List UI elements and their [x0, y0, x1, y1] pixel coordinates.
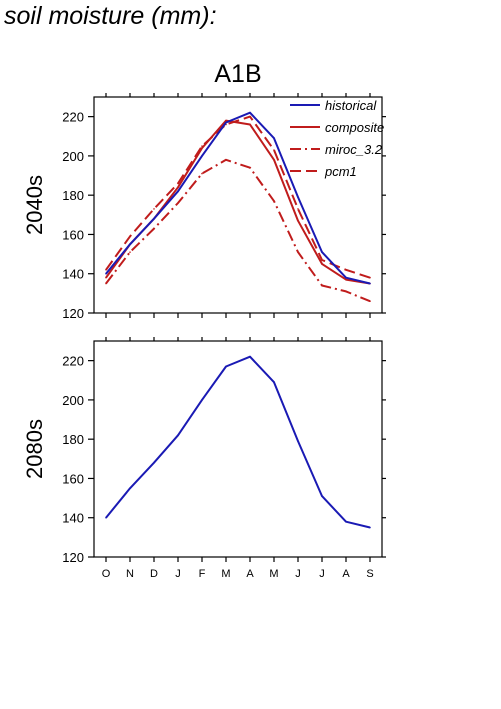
panel-1-point: [201, 145, 203, 147]
panel-2-ytick-label: 200: [62, 393, 84, 408]
panel-1-series-miroc-3-2: [105, 158, 371, 303]
panel-1-point: [129, 235, 131, 238]
panel-1-point: [153, 217, 155, 220]
panel-1-point: [321, 259, 323, 261]
panel-1-point: [201, 155, 203, 157]
panel-2-xtick-label: A: [342, 568, 350, 580]
panel-1-point: [177, 186, 179, 189]
panel-1-point: [201, 172, 203, 175]
panel-2-series-historical: [105, 355, 371, 529]
panel-2-ytick-label: 160: [62, 471, 84, 486]
panel-1-point: [225, 119, 227, 122]
panel-1-point: [105, 276, 107, 279]
panel-2-point: [321, 495, 323, 497]
panel-1-point: [153, 208, 155, 210]
panel-2-xtick-label: J: [295, 568, 301, 580]
panel-1-ytick-label: 220: [62, 110, 84, 125]
panel-2-point: [129, 487, 131, 490]
panel-1-point: [321, 263, 323, 265]
panel-1-point: [369, 276, 371, 279]
panel-1-point: [321, 251, 323, 253]
panel-2-ytick-label: 140: [62, 511, 84, 526]
panel-2-point: [345, 520, 347, 523]
panel-1-series-pcm1: [105, 115, 371, 279]
panel-1-point: [249, 115, 251, 118]
panel-1-ytick-label: 140: [62, 267, 84, 282]
panel-1-point: [177, 202, 179, 204]
panel-1-ytick-label: 120: [62, 306, 84, 321]
panel-2-point: [297, 440, 299, 442]
panel-1-ytick-label: 160: [62, 227, 84, 242]
panel-1-point: [273, 159, 275, 161]
panel-1-point: [105, 272, 107, 275]
panel-1-point: [105, 269, 107, 271]
panel-2-ytick-label: 180: [62, 432, 84, 447]
panel-1-ytick-label: 180: [62, 188, 84, 203]
panel-1-point: [129, 243, 131, 246]
panel-1-point: [345, 278, 347, 281]
panel-2-xtick-label: M: [269, 568, 278, 580]
legend-label-miroc-3-2: miroc_3.2: [325, 142, 383, 157]
panel-1-title: A1B: [214, 60, 261, 88]
panel-2-xtick-label: A: [246, 568, 254, 580]
panel-1-ylabel: 2040s: [22, 175, 47, 235]
panel-1-point: [297, 196, 299, 198]
panel-2-xtick-label: M: [221, 568, 230, 580]
panel-1-point: [249, 123, 251, 126]
panel-1-point: [273, 200, 275, 202]
panel-2-point: [369, 526, 371, 529]
panel-2-point: [249, 355, 251, 358]
panel-1-point: [105, 282, 107, 285]
page-title: soil moisture (mm):: [4, 2, 217, 30]
panel-1-point: [297, 208, 299, 210]
panel-2-point: [201, 399, 203, 401]
panel-2-ytick-label: 220: [62, 354, 84, 369]
panel-2-point: [273, 381, 275, 384]
panel-2-ytick-label: 120: [62, 550, 84, 565]
panel-2-plot-frame: [93, 340, 383, 558]
panel-1-point: [297, 219, 299, 222]
panel-2-xtick-label: D: [150, 568, 158, 580]
panel-1-point: [225, 159, 227, 161]
panel-2-xtick-label: F: [199, 568, 206, 580]
panel-1-point: [153, 227, 155, 230]
panel-1-point: [225, 121, 227, 124]
legend-label-pcm1: pcm1: [324, 164, 357, 179]
panel-2-xtick-label: J: [319, 568, 325, 580]
panel-1-point: [369, 300, 371, 303]
panel-2-xtick-label: J: [175, 568, 181, 580]
panel-1-point: [273, 137, 275, 140]
panel-1-point: [321, 284, 323, 287]
legend-label-historical: historical: [325, 98, 377, 113]
panel-1-point: [249, 111, 251, 114]
panel-2-xtick-label: O: [102, 568, 111, 580]
panel-1-point: [129, 251, 131, 253]
panel-1-legend: historical composite miroc_3.2 pcm1: [290, 98, 384, 179]
panel-1-point: [177, 182, 179, 185]
panel-1-point: [345, 269, 347, 271]
panel-1: 120 140 160 180 200 220 2040s A1B historical comp…: [22, 60, 386, 321]
panel-1-point: [297, 251, 299, 253]
legend-label-composite: composite: [325, 120, 384, 135]
panel-1-point: [345, 290, 347, 293]
panel-1-point: [249, 166, 251, 169]
panel-2-point: [177, 434, 179, 437]
panel-1-point: [345, 276, 347, 279]
panel-2-point: [105, 516, 107, 519]
panel-2: 120 140 160 180 200 220 O N D J F M A M J J A S 2080s: [22, 337, 386, 580]
panel-2-xtick-label: N: [126, 568, 134, 580]
panel-2-ylabel: 2080s: [22, 419, 47, 479]
panel-2-point: [153, 461, 155, 464]
panel-2-xtick-label: S: [366, 568, 373, 580]
panel-1-point: [273, 149, 275, 151]
panel-1-point: [369, 282, 371, 285]
panel-1-ytick-label: 200: [62, 149, 84, 164]
panel-1-plot-frame: [93, 96, 383, 314]
panel-2-point: [225, 365, 227, 368]
panel-1-series-historical: [105, 111, 371, 285]
panel-1-point: [177, 190, 179, 193]
